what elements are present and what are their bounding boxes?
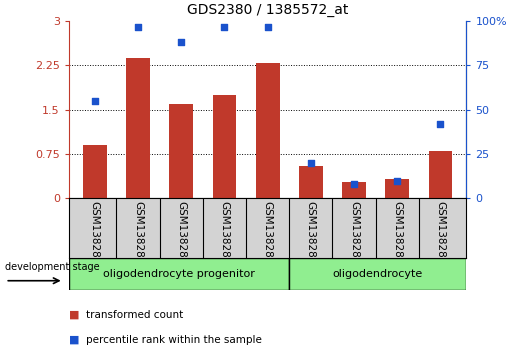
Bar	[83, 145, 107, 198]
Point	[177, 40, 186, 45]
Point	[220, 24, 228, 29]
Bar	[213, 95, 236, 198]
Text: development stage: development stage	[5, 262, 100, 272]
Text: percentile rank within the sample: percentile rank within the sample	[86, 335, 262, 345]
Text: transformed count: transformed count	[86, 310, 183, 320]
Text: ■: ■	[69, 335, 80, 345]
Point	[134, 24, 142, 29]
Bar	[126, 58, 150, 198]
Text: oligodendrocyte: oligodendrocyte	[333, 269, 423, 279]
Text: GSM138281: GSM138281	[133, 201, 143, 265]
Text: GSM138288: GSM138288	[436, 201, 446, 265]
Bar	[256, 63, 279, 198]
Point	[263, 24, 272, 29]
Point	[307, 160, 315, 166]
Bar	[69, 258, 289, 290]
Point	[350, 181, 358, 187]
Text: GSM138282: GSM138282	[176, 201, 186, 265]
Text: GSM138285: GSM138285	[306, 201, 316, 265]
Bar	[170, 104, 193, 198]
Point	[393, 178, 402, 183]
Point	[91, 98, 99, 104]
Text: GSM138280: GSM138280	[90, 201, 100, 264]
Bar	[342, 182, 366, 198]
Text: GSM138287: GSM138287	[392, 201, 402, 265]
Point	[436, 121, 445, 127]
Bar	[299, 166, 323, 198]
Bar	[429, 151, 453, 198]
Text: GSM138283: GSM138283	[219, 201, 229, 265]
Text: ■: ■	[69, 310, 80, 320]
Text: oligodendrocyte progenitor: oligodendrocyte progenitor	[103, 269, 255, 279]
Title: GDS2380 / 1385572_at: GDS2380 / 1385572_at	[187, 4, 348, 17]
Text: GSM138286: GSM138286	[349, 201, 359, 265]
Text: GSM138284: GSM138284	[263, 201, 272, 265]
Bar	[289, 258, 466, 290]
Bar	[385, 179, 409, 198]
